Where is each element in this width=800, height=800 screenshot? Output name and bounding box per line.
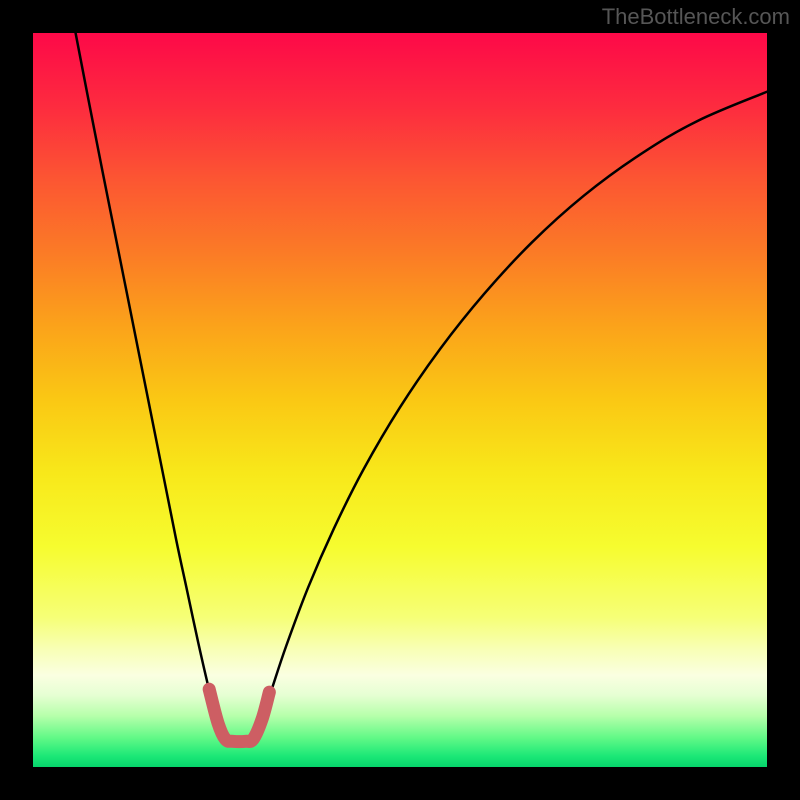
chart-frame: TheBottleneck.com — [0, 0, 800, 800]
bottleneck-chart-svg — [0, 0, 800, 800]
watermark-text: TheBottleneck.com — [602, 4, 790, 30]
